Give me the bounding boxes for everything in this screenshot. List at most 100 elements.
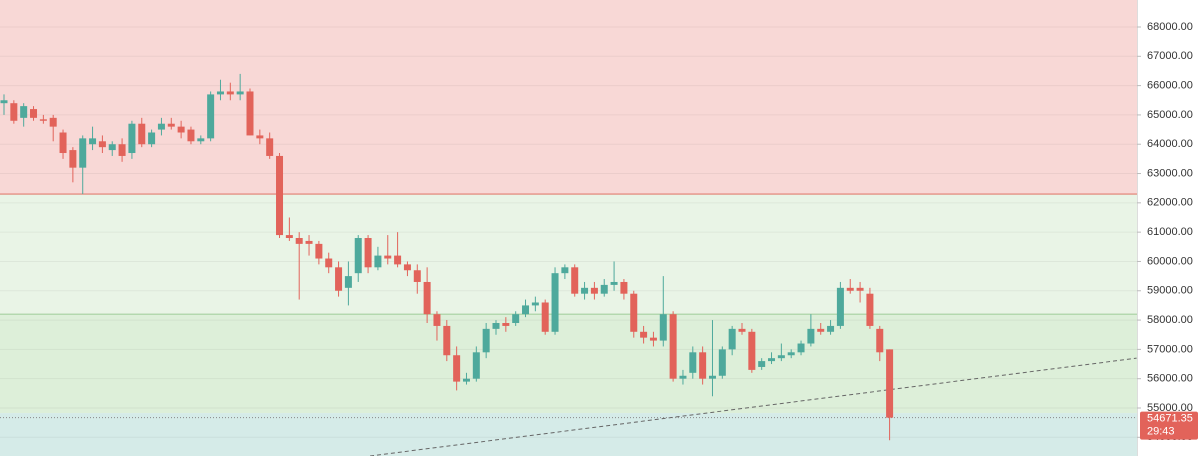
candle-body [797,343,805,353]
candle-body [738,328,746,332]
candle-body [403,264,411,271]
candle-body [344,276,352,288]
candle-body [581,287,589,294]
candle-body [20,106,28,118]
trendline [369,357,1137,456]
candle-body [807,328,815,344]
candle-body [630,293,638,332]
candle-body [433,314,441,326]
candle-body [207,94,215,139]
candle-body [374,255,382,268]
candle-body [197,138,205,142]
candle-body [748,331,756,370]
price-badge [1140,411,1198,440]
candle-body [364,238,372,268]
candle-body [295,238,303,244]
y-tick-label: 66000.00 [1147,80,1193,92]
zone [0,0,1137,195]
candle-body [600,284,608,294]
candle-body [886,349,894,418]
candle-body [817,328,825,332]
price-axis [1137,0,1200,456]
candle-body [285,235,293,239]
candle-body [522,305,530,315]
candle-body [758,361,766,367]
candle-body [856,287,864,291]
y-tick-label: 67000.00 [1147,50,1193,62]
candle-body [256,135,264,139]
candle-body [39,119,47,121]
candle-body [10,103,18,121]
candle-body [128,123,136,154]
candle-body [679,375,687,379]
candle-body [768,358,776,362]
y-tick-label: 62000.00 [1147,197,1193,209]
candle-body [89,138,97,145]
countdown-label: 29:43 [1147,426,1175,438]
zone [0,413,1137,456]
candle-body [394,255,402,265]
candle-body [276,155,284,236]
candle-body [492,323,500,329]
zone [0,314,1137,414]
y-tick-label: 68000.00 [1147,21,1193,33]
candle-body [541,302,549,332]
candle-body [384,255,392,259]
candle-body [423,281,431,315]
candle-body [59,132,67,154]
candle-body [649,337,657,341]
candle-body [49,117,57,127]
candle-body [354,238,362,274]
y-tick-label: 56000.00 [1147,373,1193,385]
y-tick-label: 64000.00 [1147,138,1193,150]
candle-body [148,132,156,145]
candle-body [876,328,884,353]
candle-body [590,287,598,294]
candle-body [167,123,175,127]
candle-body [236,91,244,95]
candle-body [335,267,343,291]
candle-body [226,91,234,95]
candle-body [315,243,323,259]
candle-body [689,352,697,373]
candle-body [512,314,520,324]
candle-body [69,150,77,168]
last-price-label: 54671.35 [1147,413,1193,425]
candle-body [571,267,579,294]
candle-body [216,91,224,95]
candle-body [866,293,874,326]
candle-body [453,355,461,382]
candle-body [138,123,146,145]
candle-body [246,91,254,136]
candle-body [0,100,8,104]
candle-body [610,281,618,285]
candle-body [620,281,628,294]
candle-body [266,138,274,156]
candle-body [728,328,736,350]
candle-body [640,331,648,338]
candle-body [325,258,333,268]
candle-body [108,144,116,151]
candle-body [413,270,421,282]
candle-body [305,240,313,244]
y-tick-label: 63000.00 [1147,167,1193,179]
candle-body [98,141,106,148]
candle-body [708,375,716,379]
candle-body [79,138,87,168]
candle-body [443,325,451,356]
y-tick-label: 65000.00 [1147,109,1193,121]
y-tick-label: 58000.00 [1147,314,1193,326]
candle-body [699,352,707,379]
y-tick-label: 55000.00 [1147,402,1193,414]
y-tick-label: 59000.00 [1147,285,1193,297]
candle-body [30,109,38,118]
candle-body [502,323,510,326]
candle-body [462,378,470,382]
candle-body [777,355,785,359]
candle-body [482,328,490,353]
candle-body [531,302,539,306]
candle-body [827,325,835,332]
candle-body [177,126,185,133]
